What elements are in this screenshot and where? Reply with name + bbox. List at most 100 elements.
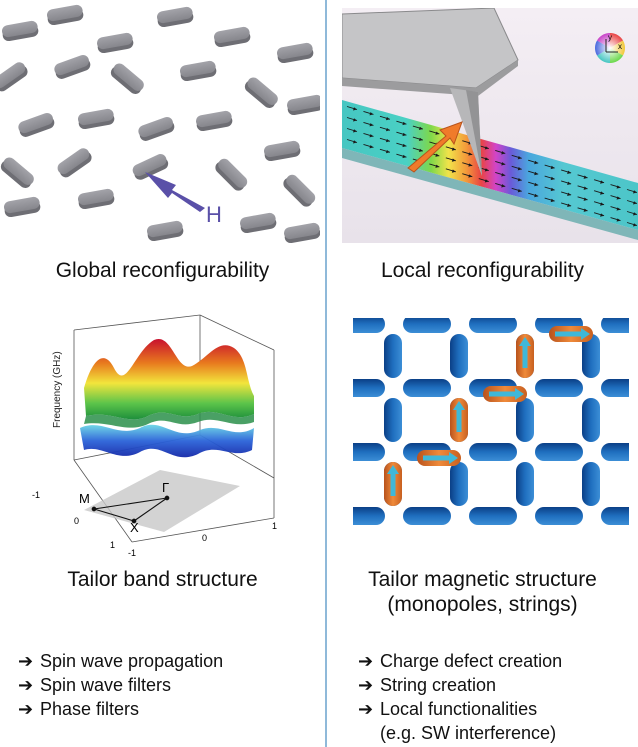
lattice-slot xyxy=(403,379,451,397)
caption-magnetic-line2: (monopoles, strings) xyxy=(387,593,578,616)
nanomagnet xyxy=(110,63,144,95)
nanomagnet xyxy=(4,196,41,218)
tick-left-2: 1 xyxy=(110,540,115,550)
lattice-slot xyxy=(403,318,451,333)
nanomagnet xyxy=(138,116,175,141)
lattice-slot xyxy=(469,507,517,525)
tick-bottom-0: -1 xyxy=(128,548,136,558)
flipped-slot xyxy=(384,462,402,506)
wheel-axis-y: y xyxy=(608,33,612,42)
lower-band-surface xyxy=(80,424,254,458)
nanomagnet xyxy=(0,62,28,92)
nanomagnet xyxy=(54,54,91,79)
color-wheel-icon: x y xyxy=(594,32,626,64)
lattice-slot xyxy=(535,379,583,397)
nanomagnet xyxy=(18,112,55,137)
nanomagnet xyxy=(97,32,134,54)
nanomagnet xyxy=(283,174,316,207)
wheel-axis-x: x xyxy=(618,42,622,51)
bullet-left-item: ➔ Phase filters xyxy=(18,699,140,719)
right-arrow-icon: ➔ xyxy=(358,651,374,671)
field-arrow xyxy=(145,172,205,212)
upper-band-surface xyxy=(84,338,254,420)
right-arrow-icon: ➔ xyxy=(358,675,374,695)
nanomagnet xyxy=(78,108,115,130)
nanomagnet xyxy=(277,42,314,64)
lattice-slot xyxy=(601,507,629,525)
nanomagnet xyxy=(196,110,233,132)
lattice-slot xyxy=(601,379,629,397)
nanomagnet xyxy=(147,220,184,242)
tick-left-1: 0 xyxy=(74,516,79,526)
nanomagnet xyxy=(180,60,217,82)
flipped-slot xyxy=(516,334,534,378)
lattice-slot xyxy=(353,318,385,333)
nanomagnet xyxy=(264,140,301,162)
lattice-slot xyxy=(582,462,600,506)
nanomagnet xyxy=(215,158,248,191)
right-arrow-icon: ➔ xyxy=(18,651,34,671)
nanomagnet xyxy=(78,188,115,210)
lattice-slot xyxy=(535,443,583,461)
bullet-right-item: (e.g. SW interference) xyxy=(380,723,557,743)
nanomagnet xyxy=(287,94,320,116)
lattice-slot xyxy=(601,318,629,333)
tick-bottom-1: 0 xyxy=(202,533,207,543)
flipped-slot xyxy=(417,450,461,466)
right-arrow-icon: ➔ xyxy=(18,675,34,695)
nanomagnet xyxy=(244,77,278,109)
lattice-slot xyxy=(384,398,402,442)
tip-moment-arrow xyxy=(407,121,463,173)
nanomagnet-array: H xyxy=(0,4,320,244)
nanomagnet xyxy=(214,26,251,48)
caption-magnetic-line1: Tailor magnetic structure xyxy=(368,568,597,591)
artificial-spin-ice-lattice xyxy=(353,318,629,548)
tick-bottom-2: 1 xyxy=(272,521,277,531)
caption-global: Global reconfigurability xyxy=(55,259,270,282)
lattice-slot xyxy=(450,334,468,378)
lattice-slot xyxy=(535,507,583,525)
right-arrow-icon: ➔ xyxy=(358,699,374,719)
lattice-slot xyxy=(469,318,517,333)
caption-local: Local reconfigurability xyxy=(380,259,585,282)
band-structure-plot: Frequency (GHz) M Γ X -1 0 1 -1 0 1 xyxy=(32,314,277,558)
bullets-right: ➔ Charge defect creation ➔ String creation… xyxy=(358,649,562,745)
lattice-slot xyxy=(469,443,517,461)
lattice-slot xyxy=(516,398,534,442)
lattice-slot xyxy=(516,462,534,506)
caption-magnetic: Tailor magnetic structure (monopoles, st… xyxy=(327,567,638,617)
nanomagnet xyxy=(57,148,92,178)
flipped-slot xyxy=(483,386,527,402)
field-label: H xyxy=(206,202,222,227)
lattice-slot xyxy=(384,334,402,378)
nanomagnet xyxy=(157,6,194,28)
nanomagnet xyxy=(47,4,84,26)
tip-over-stripe: x y xyxy=(342,8,638,243)
point-m: M xyxy=(79,491,90,506)
lattice-slot xyxy=(450,462,468,506)
flipped-slot xyxy=(549,326,593,342)
point-gamma: Γ xyxy=(162,480,169,495)
frequency-axis-label: Frequency (GHz) xyxy=(52,351,63,428)
lattice-slot xyxy=(582,398,600,442)
lattice-slot xyxy=(403,507,451,525)
bullet-left-item: ➔ Spin wave filters xyxy=(18,675,172,695)
flipped-string xyxy=(384,326,593,506)
bullets-left: ➔ Spin wave propagation ➔ Spin wave filter… xyxy=(18,649,223,721)
lattice-slot xyxy=(601,443,629,461)
bullet-right-item: ➔ String creation xyxy=(358,675,497,695)
bullet-left-item: ➔ Spin wave propagation xyxy=(18,651,224,671)
nanomagnet xyxy=(240,212,277,234)
right-arrow-icon: ➔ xyxy=(18,699,34,719)
caption-band: Tailor band structure xyxy=(67,568,258,591)
lattice-slot xyxy=(353,379,385,397)
lattice-slot xyxy=(582,334,600,378)
flipped-slot xyxy=(450,398,468,442)
bullet-right-item: ➔ Charge defect creation xyxy=(358,651,563,671)
panel-divider xyxy=(325,0,327,747)
bullet-right-item: ➔ Local functionalities xyxy=(358,699,538,719)
lattice-slot xyxy=(353,507,385,525)
point-x: X xyxy=(130,520,139,535)
lattice-slot xyxy=(353,443,385,461)
nanomagnet xyxy=(132,154,169,180)
